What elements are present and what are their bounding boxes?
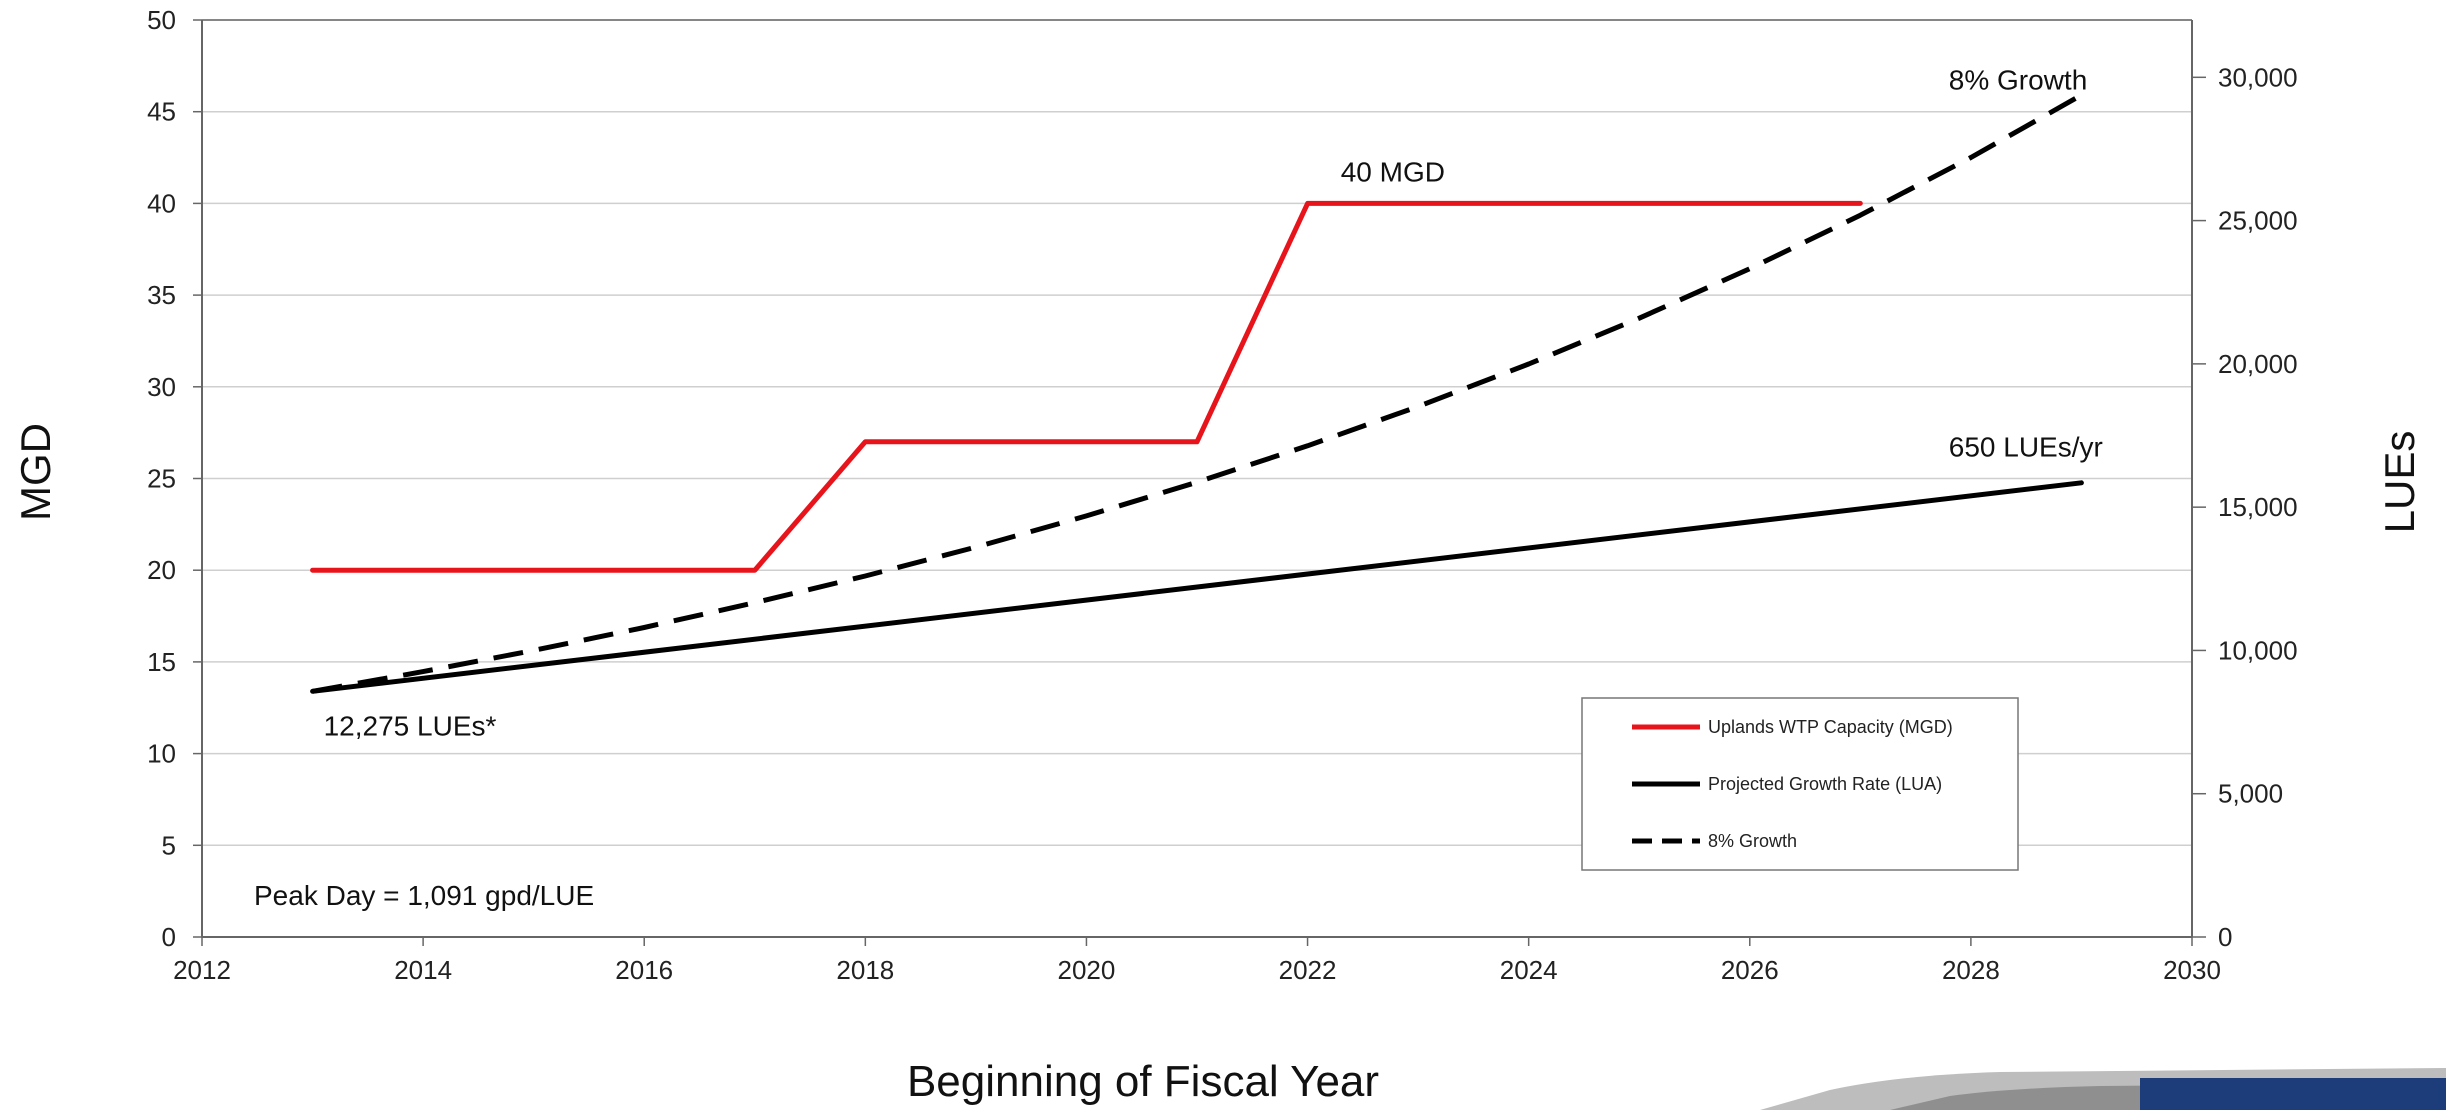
x-tick-label-8: 2028 [1942, 955, 2000, 985]
company-logo [1760, 1068, 2446, 1110]
peak-day-note: Peak Day = 1,091 gpd/LUE [254, 880, 594, 911]
y-axis-title: MGD [12, 423, 59, 521]
series-line-1 [310, 480, 2084, 694]
x-tick-label-3: 2018 [836, 955, 894, 985]
y2-tick-label-3: 15,000 [2218, 492, 2298, 522]
series-layer [310, 92, 2084, 694]
y-tick-label-7: 35 [147, 280, 176, 310]
y2-tick-label-6: 30,000 [2218, 62, 2298, 92]
y2-tick-label-1: 5,000 [2218, 779, 2283, 809]
x-tick-label-0: 2012 [173, 955, 231, 985]
annotation-layer: 40 MGD 8% Growth 650 LUEs/yr 12,275 LUEs* [324, 65, 2103, 742]
y-tick-label-10: 50 [147, 5, 176, 35]
y-tick-label-4: 20 [147, 555, 176, 585]
y2-tick-label-2: 10,000 [2218, 635, 2298, 665]
y-tick-label-3: 15 [147, 647, 176, 677]
legend-label-1: Projected Growth Rate (LUA) [1708, 774, 1942, 794]
y-tick-label-6: 30 [147, 372, 176, 402]
annotation-0: 40 MGD [1341, 156, 1445, 187]
x-tick-label-1: 2014 [394, 955, 452, 985]
y-tick-label-5: 25 [147, 464, 176, 494]
x-tick-label-9: 2030 [2163, 955, 2221, 985]
annotation-1: 8% Growth [1949, 65, 2088, 96]
annotation-2: 650 LUEs/yr [1949, 431, 2103, 462]
y-tick-label-8: 40 [147, 188, 176, 218]
y2-axis-ticks: 0 5,000 10,000 15,000 20,000 25,000 30,000 [2192, 62, 2298, 952]
y2-tick-label-5: 25,000 [2218, 206, 2298, 236]
y-tick-label-2: 10 [147, 739, 176, 769]
series-line-2 [312, 92, 2083, 694]
x-tick-label-2: 2016 [615, 955, 673, 985]
peak-day-value: 1,091 [407, 880, 477, 911]
series-line-0 [310, 200, 1863, 573]
legend-items: Uplands WTP Capacity (MGD) Projected Grow… [1632, 717, 1953, 851]
x-axis-title: Beginning of Fiscal Year [907, 1057, 1379, 1106]
x-tick-label-7: 2026 [1721, 955, 1779, 985]
y2-axis-title: LUEs [2376, 431, 2423, 534]
x-tick-label-6: 2024 [1500, 955, 1558, 985]
y-tick-label-9: 45 [147, 97, 176, 127]
peak-day-prefix: Peak Day = [254, 880, 407, 911]
y-tick-label-0: 0 [162, 922, 176, 952]
y2-tick-label-0: 0 [2218, 922, 2232, 952]
x-tick-label-4: 2020 [1058, 955, 1116, 985]
y-tick-label-1: 5 [162, 830, 176, 860]
y2-tick-label-4: 20,000 [2218, 349, 2298, 379]
legend-label-0: Uplands WTP Capacity (MGD) [1708, 717, 1953, 737]
x-axis-ticks: 2012 2014 2016 2018 2020 2022 2024 2026 2028 2030 [173, 937, 2221, 985]
x-tick-label-5: 2022 [1279, 955, 1337, 985]
legend-label-2: 8% Growth [1708, 831, 1797, 851]
peak-day-suffix: gpd/LUE [477, 880, 594, 911]
annotation-3: 12,275 LUEs* [324, 710, 497, 741]
legend: Uplands WTP Capacity (MGD) Projected Grow… [1581, 697, 2019, 871]
y-axis-ticks: 0 5 10 15 20 25 30 35 40 45 50 [147, 5, 202, 952]
